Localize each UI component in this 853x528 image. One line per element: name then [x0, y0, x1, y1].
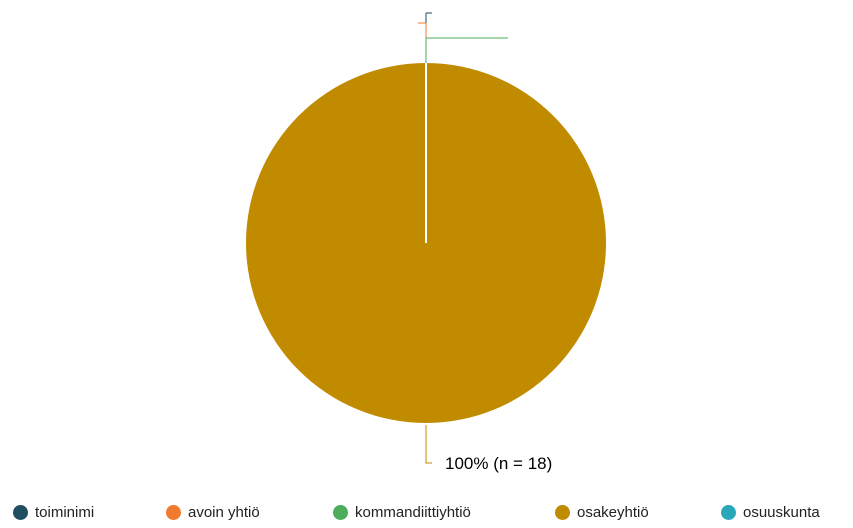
legend-swatch — [555, 505, 570, 520]
data-labels: 100% (n = 18) — [445, 454, 552, 473]
legend-swatch — [13, 505, 28, 520]
legend-swatch — [333, 505, 348, 520]
pie-chart: 100% (n = 18) — [246, 12, 606, 473]
data-label-leader — [425, 425, 432, 464]
leader-lines — [418, 12, 508, 464]
legend-label: kommandiittiyhtiö — [355, 504, 471, 521]
legend: toiminimi avoin yhtiö kommandiittiyhtiö … — [0, 504, 853, 528]
legend-swatch — [721, 505, 736, 520]
pie-slices — [246, 63, 606, 423]
legend-item-osuuskunta[interactable]: osuuskunta — [721, 504, 820, 521]
legend-label: osuuskunta — [743, 504, 820, 521]
legend-item-osakeyhtio[interactable]: osakeyhtiö — [555, 504, 649, 521]
legend-item-avoin-yhtio[interactable]: avoin yhtiö — [166, 504, 260, 521]
legend-label: toiminimi — [35, 504, 95, 521]
legend-item-toiminimi[interactable]: toiminimi — [13, 504, 94, 521]
legend-label: osakeyhtiö — [577, 504, 649, 521]
legend-label: avoin yhtiö — [188, 504, 260, 521]
legend-item-kommandiittiyhtio[interactable]: kommandiittiyhtiö — [333, 504, 471, 521]
legend-swatch — [166, 505, 181, 520]
data-label-osakeyhti-: 100% (n = 18) — [445, 454, 552, 473]
